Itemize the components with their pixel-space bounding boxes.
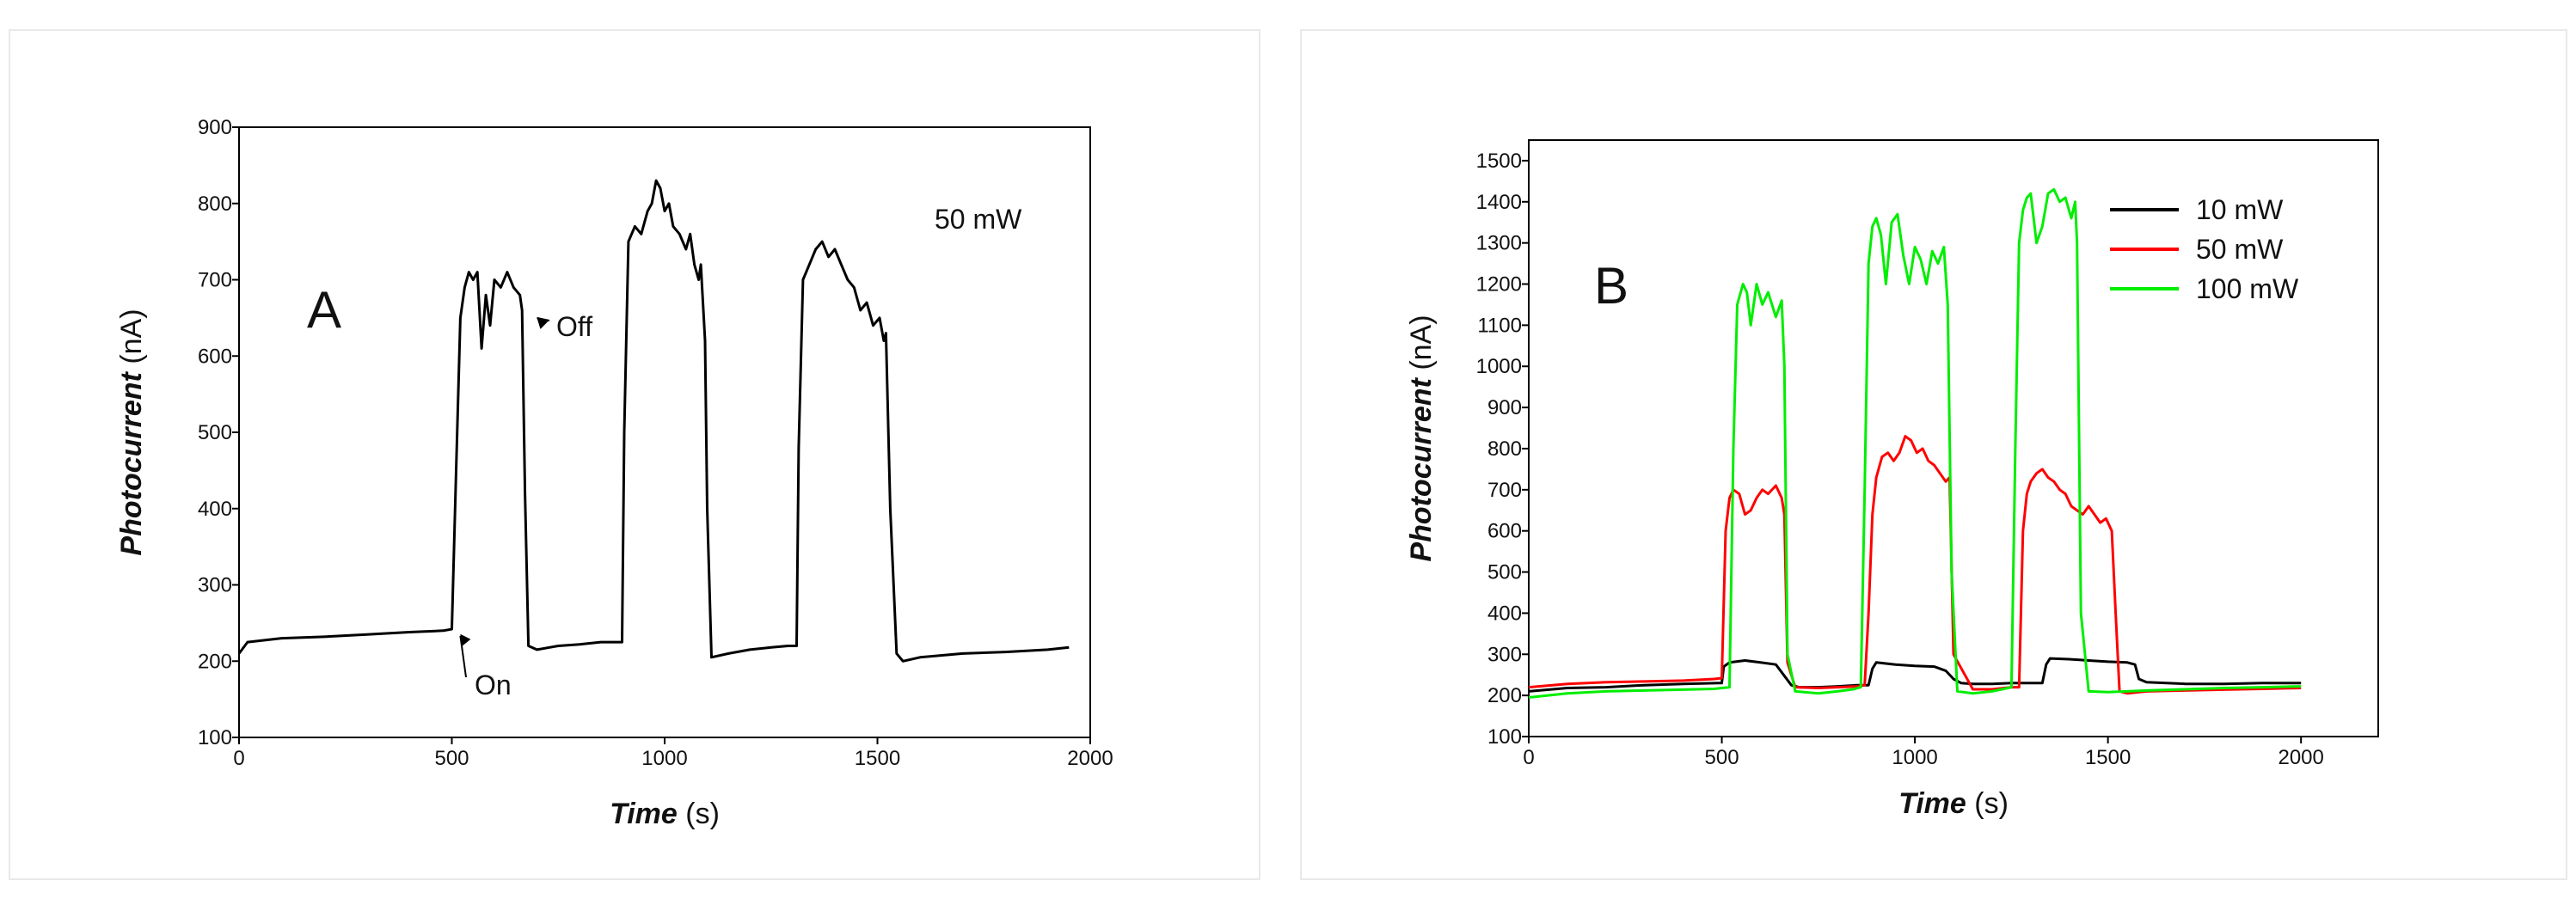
power-annotation: 50 mW <box>935 204 1022 235</box>
series-line-50-mw <box>239 179 1070 663</box>
x-tick-label: 1500 <box>2085 746 2131 769</box>
y-tick-label: 300 <box>1487 643 1522 666</box>
on-arrow-line <box>459 635 467 678</box>
off-label: Off <box>556 311 592 342</box>
legend-label: 100 mW <box>2196 273 2299 304</box>
y-tick-label: 800 <box>1487 437 1522 461</box>
x-tick-label: 0 <box>1523 746 1534 769</box>
y-tick-label: 200 <box>1487 684 1522 707</box>
y-tick-label: 900 <box>198 116 232 139</box>
on-label: On <box>475 670 512 700</box>
series-line-10-mw <box>1529 657 2302 693</box>
chart-b-svg: 0 500 1000 1500 2000 100 200 300 400 500 600 700 800… <box>1405 139 2379 820</box>
series-line-100-mw <box>1529 187 2302 699</box>
y-tick-label: 1000 <box>1476 355 1522 378</box>
x-axis-title-main: Time <box>1898 787 1966 820</box>
on-arrow-head <box>460 633 471 646</box>
y-tick-label: 700 <box>198 269 232 292</box>
chart-panel-a: 0 500 1000 1500 2000 100 200 300 400 500 600 700 800… <box>9 29 1260 880</box>
x-tick-label: 500 <box>434 747 469 770</box>
y-tick-label: 500 <box>1487 561 1522 584</box>
plot-frame-b <box>1528 139 2379 737</box>
y-tick-label: 1300 <box>1476 232 1522 255</box>
x-tick-label: 500 <box>1705 746 1739 769</box>
panel-label-a: A <box>307 281 341 339</box>
chart-panel-b: 0 500 1000 1500 2000 100 200 300 400 500 600 700 800… <box>1300 29 2567 880</box>
x-axis-title-main: Time <box>610 798 678 830</box>
y-axis-title-unit: (nA) <box>115 309 148 372</box>
x-axis-title-unit: (s) <box>678 798 720 830</box>
x-axis-title: Time (s) <box>1898 787 2009 820</box>
y-tick-label: 1200 <box>1476 273 1522 297</box>
off-arrow-line <box>537 316 550 321</box>
y-tick-label: 1100 <box>1477 314 1522 337</box>
y-axis-title: Photocurrent (nA) <box>1405 315 1438 561</box>
y-tick-label: 700 <box>1487 479 1522 502</box>
series-line-50-mw <box>1529 435 2302 695</box>
y-tick-label: 200 <box>198 650 232 673</box>
y-tick-label: 500 <box>198 421 232 444</box>
y-tick-label: 100 <box>1487 725 1522 749</box>
y-tick-label: 400 <box>1487 602 1522 625</box>
y-tick-label: 1400 <box>1476 191 1522 214</box>
y-tick-label: 900 <box>1487 396 1522 419</box>
y-tick-label: 600 <box>198 345 232 368</box>
y-tick-label: 400 <box>198 498 232 521</box>
x-tick-label: 2000 <box>1067 747 1113 770</box>
x-axis-title: Time (s) <box>610 798 720 830</box>
y-axis-title-main: Photocurrent <box>115 370 148 555</box>
y-axis-title-main: Photocurrent <box>1405 376 1438 561</box>
panel-label-b: B <box>1594 257 1628 315</box>
x-axis-title-unit: (s) <box>1966 787 2009 820</box>
y-axis-title-unit: (nA) <box>1405 315 1438 378</box>
x-tick-label: 1000 <box>641 747 687 770</box>
y-tick-label: 800 <box>198 193 232 216</box>
x-tick-label: 1000 <box>1892 746 1937 769</box>
y-tick-label: 600 <box>1487 520 1522 543</box>
y-tick-label: 1500 <box>1476 150 1522 173</box>
legend-label: 50 mW <box>2196 234 2284 265</box>
y-tick-label: 300 <box>198 574 232 597</box>
legend-label: 10 mW <box>2196 194 2284 225</box>
off-arrow-head <box>537 317 549 329</box>
y-tick-label: 100 <box>198 726 232 749</box>
chart-a-svg: 0 500 1000 1500 2000 100 200 300 400 500 600 700 800… <box>115 116 1113 830</box>
x-tick-label: 0 <box>233 747 244 770</box>
x-tick-label: 1500 <box>855 747 900 770</box>
y-axis-title: Photocurrent (nA) <box>115 309 148 555</box>
x-tick-label: 2000 <box>2278 746 2323 769</box>
